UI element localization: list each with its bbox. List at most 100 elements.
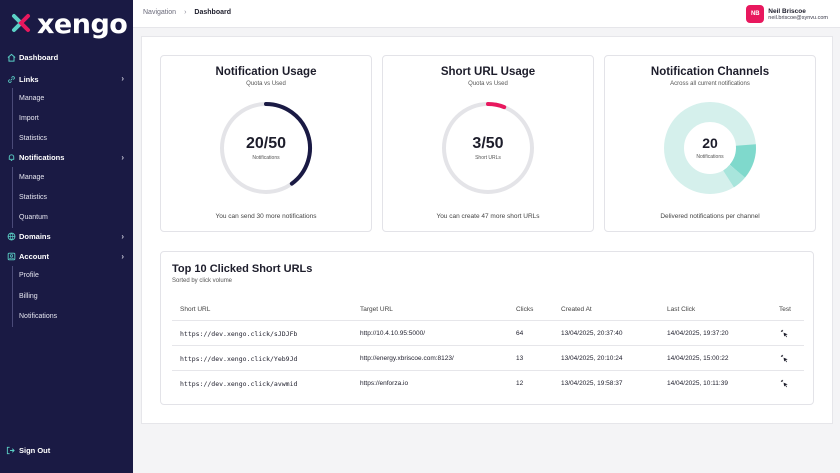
card-title: Notification Channels xyxy=(650,66,770,78)
notifications-submenu: Manage Statistics Quantum xyxy=(12,166,133,228)
target-url-cell: http://energy.xbriscoe.com:8123/ xyxy=(360,355,454,362)
donut-value: 20 xyxy=(702,135,718,152)
sidebar-item-dashboard[interactable]: Dashboard xyxy=(0,48,133,66)
sidebar-item-links-manage[interactable]: Manage xyxy=(19,94,45,102)
donut-label: Notifications xyxy=(696,153,724,160)
breadcrumb: Navigation › Dashboard xyxy=(143,9,231,16)
table-row: https://dev.xengo.click/Yeb9Jd http://en… xyxy=(172,345,804,370)
table-header: Short URL Target URL Clicks Created At L… xyxy=(172,304,804,314)
donut-segment-secondary xyxy=(729,144,756,178)
table-title: Top 10 Clicked Short URLs xyxy=(172,263,313,275)
target-url-cell: https://enforza.io xyxy=(360,380,409,387)
short-url-cell[interactable]: https://dev.xengo.click/sJDJFb xyxy=(180,329,298,338)
chevron-right-icon: › xyxy=(121,231,124,241)
last-click-cell: 14/04/2025, 10:11:39 xyxy=(667,380,728,387)
clicks-cell: 64 xyxy=(516,330,524,337)
sidebar-nav: Dashboard Links › Manage Import Statisti… xyxy=(0,48,133,327)
chevron-right-icon: › xyxy=(121,152,124,162)
notification-usage-card: Notification Usage Quota vs Used 20/50 N… xyxy=(160,55,372,232)
sidebar-item-label: Domains xyxy=(19,232,51,242)
table-row: https://dev.xengo.click/avwmid https://e… xyxy=(172,370,804,395)
account-icon xyxy=(6,252,16,262)
column-header-created-at: Created At xyxy=(561,305,592,313)
gauge-value: 20/50 xyxy=(245,135,287,153)
sidebar-item-links-import[interactable]: Import xyxy=(19,114,39,122)
sidebar-item-account[interactable]: Account › xyxy=(0,248,133,266)
breadcrumb-current: Dashboard xyxy=(194,9,231,16)
dashboard-panel: Notification Usage Quota vs Used 20/50 N… xyxy=(141,36,833,424)
card-footer: You can create 47 more short URLs xyxy=(436,213,540,220)
created-at-cell: 13/04/2025, 19:58:37 xyxy=(561,380,623,387)
chevron-right-icon: › xyxy=(121,251,124,261)
card-title: Notification Usage xyxy=(215,66,317,78)
bell-icon xyxy=(6,153,16,163)
card-title: Short URL Usage xyxy=(440,66,536,78)
card-footer: You can send 30 more notifications xyxy=(215,213,317,220)
globe-icon xyxy=(6,232,16,242)
notification-usage-gauge: 20/50 Notifications xyxy=(216,98,316,198)
clicks-cell: 13 xyxy=(516,355,524,362)
notification-channels-card: Notification Channels Across all current… xyxy=(604,55,816,232)
short-url-usage-card: Short URL Usage Quota vs Used 3/50 Short… xyxy=(382,55,594,232)
sidebar-item-account-profile[interactable]: Profile xyxy=(19,272,39,280)
column-header-short-url: Short URL xyxy=(180,305,211,313)
notification-channels-donut: 20 Notifications xyxy=(660,98,760,198)
links-submenu: Manage Import Statistics xyxy=(12,88,133,149)
avatar: NB xyxy=(746,5,765,23)
sign-out-label: Sign Out xyxy=(19,445,51,455)
home-icon xyxy=(6,52,16,62)
gauge-fill xyxy=(264,102,312,186)
card-subtitle: Quota vs Used xyxy=(468,81,508,87)
chevron-right-icon: › xyxy=(184,9,187,16)
card-subtitle: Quota vs Used xyxy=(246,81,286,87)
test-click-icon[interactable] xyxy=(779,354,789,364)
xengo-logo-icon xyxy=(9,12,33,36)
sidebar-item-links-statistics[interactable]: Statistics xyxy=(19,135,48,143)
table-subtitle: Sorted by click volume xyxy=(172,278,233,284)
card-subtitle: Across all current notifications xyxy=(670,81,750,87)
sidebar-item-label: Dashboard xyxy=(19,52,59,62)
sidebar-item-label: Account xyxy=(19,252,49,262)
user-email: neil.briscoe@synvu.com xyxy=(768,14,828,21)
gauge-label: Notifications xyxy=(252,154,280,161)
gauge-value: 3/50 xyxy=(472,135,504,153)
logo[interactable]: xengo xyxy=(8,8,128,40)
column-header-test: Test xyxy=(779,305,791,313)
test-click-icon[interactable] xyxy=(779,329,789,339)
created-at-cell: 13/04/2025, 20:10:24 xyxy=(561,355,623,362)
sidebar-item-domains[interactable]: Domains › xyxy=(0,228,133,246)
gauge-fill xyxy=(486,102,507,110)
test-click-icon[interactable] xyxy=(779,379,789,389)
sidebar-item-notifications-statistics[interactable]: Statistics xyxy=(19,193,48,201)
chevron-right-icon: › xyxy=(121,74,124,83)
column-header-target-url: Target URL xyxy=(360,305,393,313)
sidebar-item-account-notifications[interactable]: Notifications xyxy=(19,313,58,321)
last-click-cell: 14/04/2025, 19:37:20 xyxy=(667,330,729,337)
account-submenu: Profile Billing Notifications xyxy=(12,265,133,327)
link-icon xyxy=(6,74,16,84)
card-footer: Delivered notifications per channel xyxy=(660,213,760,220)
short-url-cell[interactable]: https://dev.xengo.click/avwmid xyxy=(180,379,298,388)
sidebar-item-notifications[interactable]: Notifications › xyxy=(0,149,133,167)
short-url-cell[interactable]: https://dev.xengo.click/Yeb9Jd xyxy=(180,354,298,363)
clicks-cell: 12 xyxy=(516,380,524,387)
sidebar: xengo Dashboard Links › Manage Import St… xyxy=(0,0,133,473)
top-urls-card: Top 10 Clicked Short URLs Sorted by clic… xyxy=(160,251,814,405)
donut-segment-tertiary xyxy=(722,164,746,188)
column-header-clicks: Clicks xyxy=(516,305,534,313)
logo-text: xengo xyxy=(37,8,128,40)
user-menu[interactable]: NB Neil Briscoe neil.briscoe@synvu.com xyxy=(746,5,828,23)
last-click-cell: 14/04/2025, 15:00:22 xyxy=(667,355,729,362)
created-at-cell: 13/04/2025, 20:37:40 xyxy=(561,330,623,337)
sidebar-item-notifications-manage[interactable]: Manage xyxy=(19,173,45,181)
sidebar-item-notifications-quantum[interactable]: Quantum xyxy=(19,214,48,222)
short-url-usage-gauge: 3/50 Short URLs xyxy=(438,98,538,198)
sidebar-item-account-billing[interactable]: Billing xyxy=(19,292,38,300)
sign-out-button[interactable]: Sign Out xyxy=(6,445,50,455)
sign-out-icon xyxy=(6,445,16,455)
breadcrumb-root[interactable]: Navigation xyxy=(143,9,177,16)
column-header-last-click: Last Click xyxy=(667,305,696,313)
table-row: https://dev.xengo.click/sJDJFb http://10… xyxy=(172,320,804,345)
sidebar-item-links[interactable]: Links › xyxy=(0,70,133,88)
top-header: Navigation › Dashboard NB Neil Briscoe n… xyxy=(133,0,840,28)
